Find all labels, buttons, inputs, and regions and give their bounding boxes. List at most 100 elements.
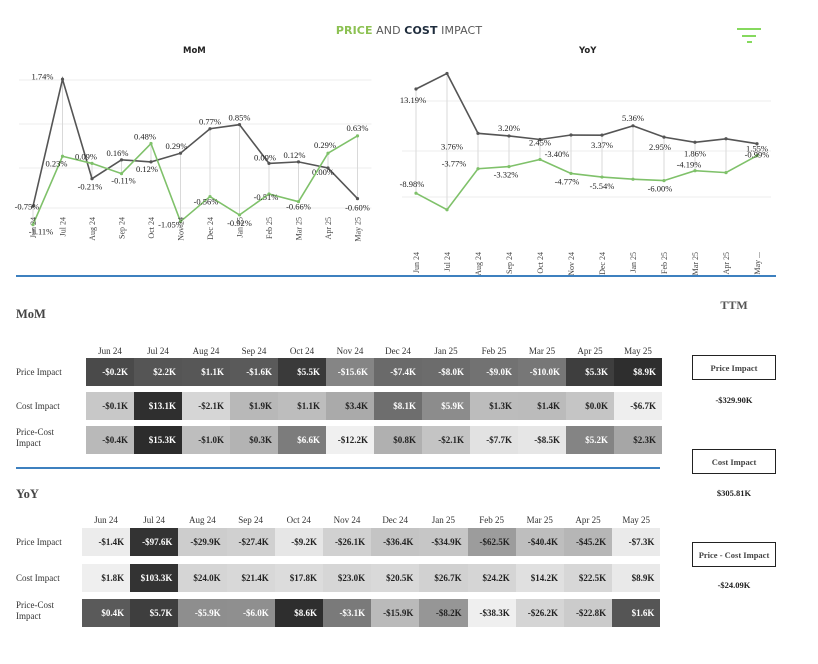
column-header: Aug 24 xyxy=(189,515,216,525)
heatmap-cell[interactable]: $23.0K xyxy=(323,564,372,592)
heatmap-cell[interactable]: -$36.4K xyxy=(371,528,420,556)
heatmap-cell[interactable]: -$15.9K xyxy=(371,599,420,627)
heatmap-cell[interactable]: $17.8K xyxy=(274,564,323,592)
column-header: Jul 24 xyxy=(147,346,169,356)
x-tick-label: Dec 24 xyxy=(598,252,607,275)
data-label: 0.63% xyxy=(347,123,369,133)
title-price: PRICE xyxy=(335,24,373,37)
heatmap-cell[interactable]: -$1.0K xyxy=(182,426,230,454)
data-label: 1.86% xyxy=(684,148,706,158)
x-tick-label: Mar 25 xyxy=(295,217,304,240)
heatmap-cell[interactable]: -$40.4K xyxy=(515,528,564,556)
heatmap-cell[interactable]: $0.0K xyxy=(566,392,614,420)
data-label: -0.11% xyxy=(111,176,135,186)
data-label: 3.37% xyxy=(591,140,613,150)
heatmap-cell[interactable]: -$34.9K xyxy=(419,528,468,556)
heatmap-cell[interactable]: $13.1K xyxy=(134,392,182,420)
heatmap-cell[interactable]: -$1.4K xyxy=(82,528,131,556)
ttm-price-cost-impact-button[interactable]: Price - Cost Impact xyxy=(692,542,776,567)
data-label: -0.99% xyxy=(745,150,770,160)
heatmap-cell[interactable]: $8.9K xyxy=(612,564,661,592)
heatmap-cell[interactable]: $103.3K xyxy=(130,564,179,592)
ttm-price-impact-button[interactable]: Price Impact xyxy=(692,355,776,380)
heatmap-cell[interactable]: -$9.2K xyxy=(274,528,323,556)
heatmap-cell[interactable]: $0.4K xyxy=(82,599,131,627)
heatmap-cell[interactable]: $1.1K xyxy=(278,392,326,420)
heatmap-cell[interactable]: $5.5K xyxy=(278,358,326,386)
heatmap-cell[interactable]: $1.6K xyxy=(612,599,661,627)
heatmap-cell[interactable]: -$15.6K xyxy=(326,358,374,386)
heatmap-cell[interactable]: -$8.0K xyxy=(422,358,470,386)
heatmap-cell[interactable]: $26.7K xyxy=(419,564,468,592)
heatmap-cell[interactable]: -$6.7K xyxy=(614,392,662,420)
heatmap-cell[interactable]: -$7.4K xyxy=(374,358,422,386)
heatmap-cell[interactable]: -$29.9K xyxy=(178,528,227,556)
ttm-cost-impact-button[interactable]: Cost Impact xyxy=(692,449,776,474)
column-header: Apr 25 xyxy=(575,515,601,525)
heatmap-cell[interactable]: $8.9K xyxy=(614,358,662,386)
heatmap-cell[interactable]: -$2.1K xyxy=(422,426,470,454)
heatmap-cell[interactable]: -$12.2K xyxy=(326,426,374,454)
heatmap-cell[interactable]: $20.5K xyxy=(371,564,420,592)
heatmap-cell[interactable]: -$5.9K xyxy=(178,599,227,627)
data-label: -1.05% xyxy=(158,220,183,230)
heatmap-cell[interactable]: $1.4K xyxy=(518,392,566,420)
heatmap-cell[interactable]: $1.3K xyxy=(470,392,518,420)
column-header: Oct 24 xyxy=(286,515,311,525)
data-label: 0.09% xyxy=(254,152,276,162)
heatmap-cell[interactable]: $14.2K xyxy=(515,564,564,592)
heatmap-cell[interactable]: $21.4K xyxy=(226,564,275,592)
heatmap-cell[interactable]: -$1.6K xyxy=(230,358,278,386)
filter-icon[interactable] xyxy=(736,26,762,46)
heatmap-cell[interactable]: -$7.7K xyxy=(470,426,518,454)
heatmap-cell[interactable]: $5.2K xyxy=(566,426,614,454)
heatmap-cell[interactable]: $0.8K xyxy=(374,426,422,454)
heatmap-cell[interactable]: -$26.2K xyxy=(515,599,564,627)
heatmap-cell[interactable]: -$0.1K xyxy=(86,392,134,420)
heatmap-cell[interactable]: $6.6K xyxy=(278,426,326,454)
heatmap-cell[interactable]: -$22.8K xyxy=(564,599,613,627)
heatmap-cell[interactable]: $8.6K xyxy=(274,599,323,627)
heatmap-cell[interactable]: $5.3K xyxy=(566,358,614,386)
heatmap-cell[interactable]: -$27.4K xyxy=(226,528,275,556)
heatmap-cell[interactable]: -$7.3K xyxy=(612,528,661,556)
heatmap-cell[interactable]: $0.3K xyxy=(230,426,278,454)
heatmap-cell[interactable]: $5.7K xyxy=(130,599,179,627)
column-header: Jun 24 xyxy=(94,515,118,525)
heatmap-cell[interactable]: -$3.1K xyxy=(323,599,372,627)
heatmap-cell[interactable]: -$38.3K xyxy=(467,599,516,627)
heatmap-cell[interactable]: -$62.5K xyxy=(467,528,516,556)
heatmap-cell[interactable]: $1.8K xyxy=(82,564,131,592)
heatmap-cell[interactable]: $22.5K xyxy=(564,564,613,592)
heatmap-cell[interactable]: $8.1K xyxy=(374,392,422,420)
heatmap-cell[interactable]: $24.0K xyxy=(178,564,227,592)
heatmap-cell[interactable]: -$8.2K xyxy=(419,599,468,627)
ttm-price-cost-impact-value: -$24.09K xyxy=(717,580,751,590)
heatmap-cell[interactable]: -$97.6K xyxy=(130,528,179,556)
ttm-price-impact-label: Price Impact xyxy=(710,362,758,373)
row-label: Price Impact xyxy=(16,537,62,547)
heatmap-cell[interactable]: $15.3K xyxy=(134,426,182,454)
heatmap-cell[interactable]: $2.2K xyxy=(134,358,182,386)
data-label: -1.11% xyxy=(29,227,53,237)
heatmap-cell[interactable]: -$6.0K xyxy=(226,599,275,627)
heatmap-cell[interactable]: $2.3K xyxy=(614,426,662,454)
heatmap-cell[interactable]: $24.2K xyxy=(467,564,516,592)
data-label: 0.00% xyxy=(312,167,334,177)
heatmap-cell[interactable]: -$0.2K xyxy=(86,358,134,386)
heatmap-cell[interactable]: $1.1K xyxy=(182,358,230,386)
heatmap-cell[interactable]: $5.9K xyxy=(422,392,470,420)
mom-line-chart: -0.75% 1.74% -0.21% 0.16% 0.12% 0.29% 0.77% 0.8… xyxy=(15,71,372,242)
heatmap-cell[interactable]: -$26.1K xyxy=(323,528,372,556)
data-label: 0.16% xyxy=(107,148,129,158)
heatmap-cell[interactable]: -$2.1K xyxy=(182,392,230,420)
heatmap-cell[interactable]: -$10.0K xyxy=(518,358,566,386)
heatmap-cell[interactable]: -$9.0K xyxy=(470,358,518,386)
heatmap-cell[interactable]: -$45.2K xyxy=(564,528,613,556)
heatmap-cell[interactable]: -$8.5K xyxy=(518,426,566,454)
heatmap-cell[interactable]: $3.4K xyxy=(326,392,374,420)
data-label: 2.45% xyxy=(529,137,551,147)
heatmap-cell[interactable]: $1.9K xyxy=(230,392,278,420)
x-tick-label: Feb 25 xyxy=(660,252,669,274)
heatmap-cell[interactable]: -$0.4K xyxy=(86,426,134,454)
